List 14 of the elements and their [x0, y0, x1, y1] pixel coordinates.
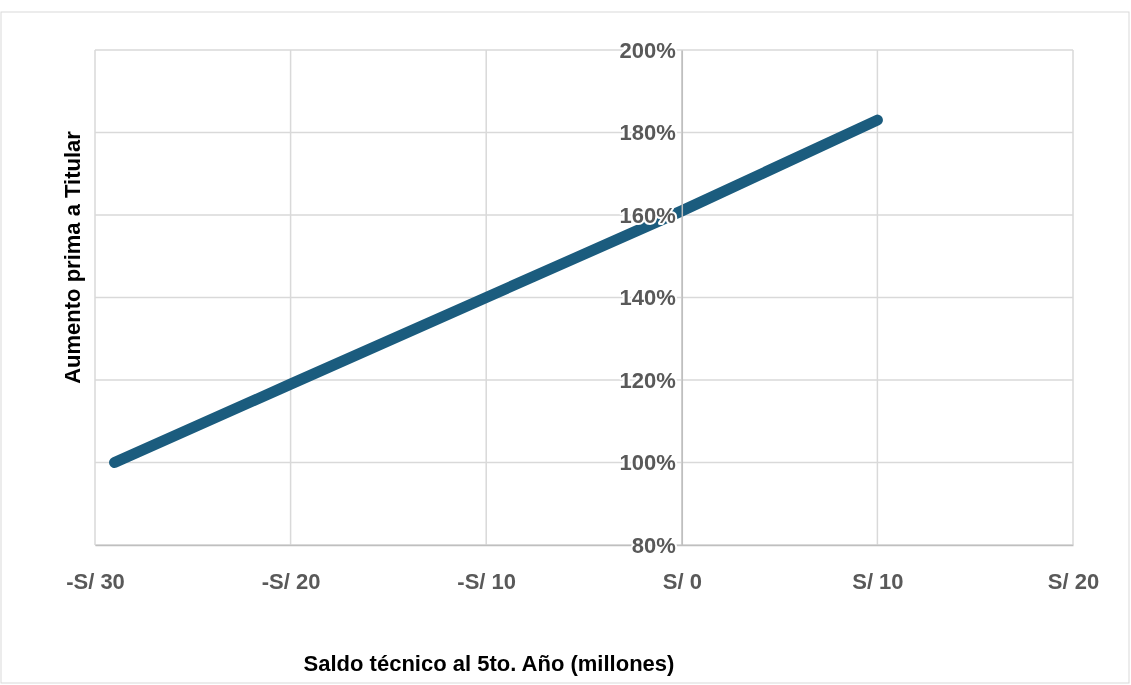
- y-tick-label: 120%: [619, 367, 676, 393]
- y-tick-label: 140%: [619, 285, 676, 311]
- y-tick-label: 200%: [619, 37, 676, 63]
- x-tick-label: S/ 10: [852, 568, 904, 594]
- x-axis-title: Saldo técnico al 5to. Año (millones): [303, 651, 675, 676]
- x-tick-label: -S/ 20: [261, 568, 321, 594]
- x-tick-label: S/ 20: [1047, 568, 1100, 594]
- x-tick-label: -S/ 30: [66, 568, 125, 594]
- x-tick-label: -S/ 10: [457, 568, 517, 594]
- y-tick-label: 180%: [619, 120, 676, 146]
- y-tick-label: 100%: [619, 450, 676, 476]
- x-tick-label: S/ 0: [662, 568, 702, 594]
- y-axis-title: Aumento prima a Titular: [60, 130, 85, 384]
- y-tick-label: 80%: [631, 532, 676, 558]
